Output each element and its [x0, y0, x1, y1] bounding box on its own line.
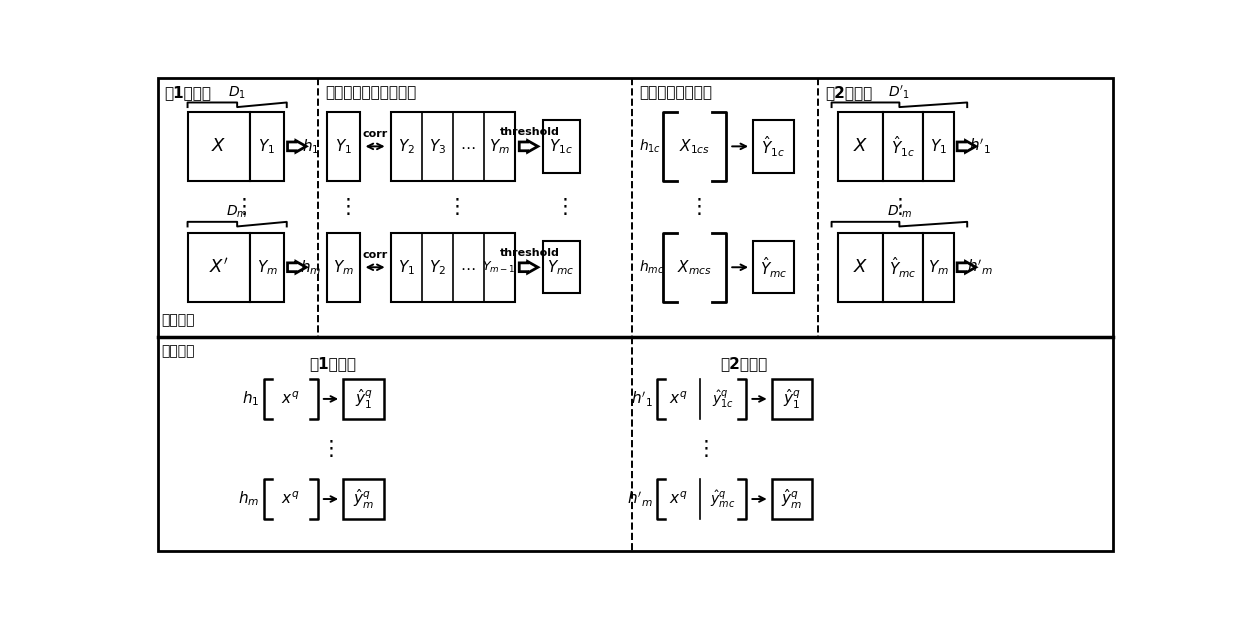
Text: $\vdots$: $\vdots$	[554, 196, 568, 217]
Text: $h_1$: $h_1$	[242, 389, 259, 408]
Text: $X$: $X$	[853, 137, 868, 155]
Text: $\cdots$: $\cdots$	[460, 139, 476, 154]
Bar	[187, 232, 249, 302]
Text: $\vdots$: $\vdots$	[446, 196, 459, 217]
Text: 第1层训练: 第1层训练	[310, 356, 357, 371]
Text: $x^q$: $x^q$	[668, 391, 687, 407]
Bar	[391, 112, 515, 181]
Bar	[187, 112, 249, 181]
Text: $\vdots$: $\vdots$	[233, 196, 247, 217]
Text: $h_1$: $h_1$	[303, 137, 320, 156]
Text: $Y_m$: $Y_m$	[257, 258, 278, 277]
Text: $h'_1$: $h'_1$	[970, 136, 992, 156]
Text: $\hat{Y}_{1c}$: $\hat{Y}_{1c}$	[761, 134, 785, 159]
Bar	[249, 232, 284, 302]
Text: $\hat{y}_1^q$: $\hat{y}_1^q$	[784, 388, 801, 411]
Text: $\hat{y}_m^q$: $\hat{y}_m^q$	[781, 487, 802, 511]
Polygon shape	[957, 141, 976, 152]
Text: $Y_1$: $Y_1$	[335, 137, 352, 156]
Text: corr: corr	[362, 129, 388, 139]
Text: $h'_m$: $h'_m$	[627, 490, 653, 509]
Text: $\vdots$: $\vdots$	[694, 439, 708, 460]
Bar	[327, 232, 360, 302]
Bar	[327, 112, 360, 181]
Text: $h_m$: $h_m$	[238, 490, 259, 508]
Text: 第1层训练: 第1层训练	[164, 85, 211, 100]
Text: $h'_m$: $h'_m$	[967, 257, 993, 277]
Text: $Y_1$: $Y_1$	[930, 137, 947, 156]
Text: $\hat{y}^q_{mc}$: $\hat{y}^q_{mc}$	[711, 488, 735, 510]
Text: $Y_m$: $Y_m$	[489, 137, 510, 156]
Text: $\hat{Y}_{mc}$: $\hat{Y}_{mc}$	[760, 255, 787, 280]
Bar	[838, 112, 883, 181]
Bar	[838, 232, 883, 302]
Text: corr: corr	[362, 250, 388, 260]
Bar	[883, 112, 923, 181]
Bar	[883, 232, 923, 302]
Text: $D'_m$: $D'_m$	[887, 202, 913, 221]
Text: $Y_1$: $Y_1$	[398, 258, 414, 277]
Text: threshold: threshold	[500, 248, 559, 258]
Text: 第2层训练: 第2层训练	[826, 85, 873, 100]
Bar	[543, 120, 580, 173]
Text: $\hat{Y}_{1c}$: $\hat{Y}_{1c}$	[890, 134, 915, 159]
Text: 第2层训练: 第2层训练	[720, 356, 768, 371]
Bar	[754, 241, 794, 293]
Text: $\hat{Y}_{mc}$: $\hat{Y}_{mc}$	[889, 255, 916, 280]
Text: $x^q$: $x^q$	[281, 391, 300, 407]
Polygon shape	[520, 141, 538, 152]
Text: $Y_1$: $Y_1$	[258, 137, 275, 156]
Text: $x^q$: $x^q$	[281, 491, 300, 507]
Text: 测试过程: 测试过程	[161, 345, 195, 358]
Bar	[543, 241, 580, 293]
Bar	[249, 112, 284, 181]
Text: $\vdots$: $\vdots$	[889, 196, 903, 217]
Polygon shape	[288, 262, 306, 273]
Text: $Y_2$: $Y_2$	[429, 258, 445, 277]
Text: $Y_{m-1}$: $Y_{m-1}$	[482, 260, 516, 275]
Text: $Y_3$: $Y_3$	[429, 137, 445, 156]
Bar	[771, 479, 812, 519]
Text: $\vdots$: $\vdots$	[320, 439, 334, 460]
Bar	[754, 120, 794, 173]
Text: $D_m$: $D_m$	[227, 204, 248, 221]
Text: $Y_{mc}$: $Y_{mc}$	[547, 258, 575, 277]
Bar	[923, 112, 954, 181]
Text: $x^q$: $x^q$	[668, 491, 687, 507]
Text: $Y_m$: $Y_m$	[928, 258, 949, 277]
Text: 考虑目标间相关性: 考虑目标间相关性	[640, 85, 712, 100]
Text: 计算目标间的相关系数: 计算目标间的相关系数	[325, 85, 417, 100]
Text: $Y_m$: $Y_m$	[332, 258, 353, 277]
Text: $X'$: $X'$	[208, 258, 228, 277]
Text: $D_1$: $D_1$	[228, 85, 246, 101]
Text: $X$: $X$	[853, 259, 868, 276]
Text: $h'_1$: $h'_1$	[631, 389, 653, 409]
Text: $X_{mcs}$: $X_{mcs}$	[677, 258, 712, 277]
Text: $\cdots$: $\cdots$	[460, 260, 476, 275]
Text: $D'_1$: $D'_1$	[888, 83, 910, 101]
Bar	[343, 479, 383, 519]
Bar	[391, 232, 515, 302]
Text: $X$: $X$	[211, 137, 226, 155]
Text: $h_{1c}$: $h_{1c}$	[640, 138, 662, 155]
Text: $Y_{1c}$: $Y_{1c}$	[549, 137, 573, 156]
Text: $h_{mc}$: $h_{mc}$	[640, 259, 665, 276]
Text: $\vdots$: $\vdots$	[688, 196, 701, 217]
Text: $\hat{y}^q_{1c}$: $\hat{y}^q_{1c}$	[712, 388, 734, 409]
Text: $\hat{y}_m^q$: $\hat{y}_m^q$	[353, 487, 374, 511]
Text: threshold: threshold	[500, 127, 559, 137]
Text: $\vdots$: $\vdots$	[336, 196, 350, 217]
Text: $Y_2$: $Y_2$	[398, 137, 414, 156]
Polygon shape	[520, 262, 538, 273]
Text: $X_{1cs}$: $X_{1cs}$	[678, 137, 711, 156]
Polygon shape	[288, 141, 306, 152]
Bar	[343, 379, 383, 419]
Text: $\hat{y}_1^q$: $\hat{y}_1^q$	[355, 388, 372, 411]
Bar	[771, 379, 812, 419]
Polygon shape	[957, 262, 976, 273]
Bar	[923, 232, 954, 302]
Text: 训练过程: 训练过程	[161, 313, 195, 327]
Text: $h_m$: $h_m$	[300, 258, 321, 277]
